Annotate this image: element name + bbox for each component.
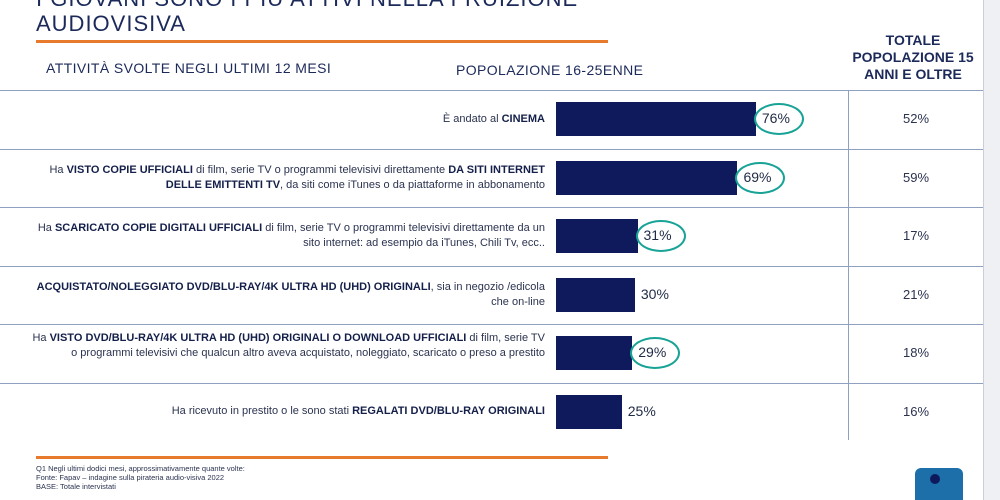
- row-label-part: Ha: [32, 331, 50, 344]
- footer-note-base: BASE: Totale intervistati: [36, 482, 116, 491]
- row-label-part: di film, serie TV o programmi televisivi…: [192, 163, 449, 176]
- row-label-part: VISTO DVD/BLU-RAY/4K ULTRA HD (UHD) ORIG…: [49, 331, 467, 344]
- footer-note-source: Fonte: Fapav – indagine sulla pirateria …: [36, 473, 225, 482]
- row-label-part: VISTO COPIE UFFICIALI: [66, 163, 193, 176]
- page-title-line1: I GIOVANI SONO I PIÙ ATTIVI NELLA FRUIZI…: [36, 0, 796, 11]
- total-value-2: 59%: [902, 169, 930, 185]
- column-header-activity: ATTIVITÀ SVOLTE NEGLI ULTIMI 12 MESI: [46, 60, 332, 76]
- bar-youth-3: [556, 219, 638, 254]
- row-label-part: SCARICATO COPIE DIGITALI UFFICIALI: [54, 222, 263, 235]
- row-divider-top: [0, 90, 983, 91]
- total-value-6: 16%: [902, 403, 930, 419]
- row-label-part: di film, serie TV o programmi televisivi…: [71, 331, 545, 359]
- footer-note-question: Q1 Negli ultimi dodici mesi, approssimat…: [36, 464, 245, 473]
- bar-youth-5: [556, 336, 633, 371]
- bar-youth-4: [556, 277, 635, 312]
- bar-youth-1: [556, 102, 756, 137]
- title-rule: [36, 40, 608, 43]
- page-title: I GIOVANI SONO I PIÙ ATTIVI NELLA FRUIZI…: [36, 0, 796, 36]
- row-label-part: ACQUISTATO/NOLEGGIATO DVD/BLU-RAY/4K ULT…: [36, 280, 431, 293]
- window-edge: [983, 0, 1000, 500]
- highlight-ring-5: [630, 337, 681, 370]
- bar-youth-2: [556, 160, 738, 195]
- column-divider: [848, 90, 849, 440]
- highlight-ring-2: [735, 161, 786, 194]
- row-label-part: CINEMA: [501, 112, 545, 125]
- total-value-3: 17%: [902, 228, 930, 244]
- total-value-5: 18%: [902, 345, 930, 361]
- highlight-ring-3: [635, 220, 686, 253]
- row-divider-5: [0, 382, 983, 384]
- row-label-3: Ha SCARICATO COPIE DIGITALI UFFICIALI di…: [25, 221, 545, 251]
- bar-youth-value-6: 25%: [627, 402, 656, 419]
- row-label-6: Ha ricevuto in prestito o le sono stati …: [25, 404, 545, 419]
- row-label-part: Ha ricevuto in prestito o le sono stati: [171, 405, 353, 418]
- bar-youth-value-4: 30%: [640, 285, 669, 302]
- row-label-part: REGALATI DVD/BLU-RAY ORIGINALI: [352, 405, 545, 418]
- total-value-1: 52%: [902, 111, 930, 127]
- row-label-4: ACQUISTATO/NOLEGGIATO DVD/BLU-RAY/4K ULT…: [25, 280, 545, 310]
- row-divider-4: [0, 324, 983, 325]
- bar-youth-6: [556, 394, 622, 429]
- highlight-ring-1: [753, 103, 804, 136]
- column-header-youth: POPOLAZIONE 16-25ENNE: [456, 62, 644, 78]
- page-title-line2: AUDIOVISIVA: [36, 11, 186, 36]
- row-label-5: Ha VISTO DVD/BLU-RAY/4K ULTRA HD (UHD) O…: [25, 331, 545, 361]
- column-header-total: TOTALE POPOLAZIONE 15 ANNI E OLTRE: [852, 32, 974, 82]
- row-label-part: di film, serie TV o programmi televisivi…: [262, 222, 545, 250]
- row-divider-3: [0, 265, 983, 267]
- row-divider-1: [0, 148, 983, 150]
- row-label-2: Ha VISTO COPIE UFFICIALI di film, serie …: [25, 163, 545, 193]
- row-label-part: DA SITI INTERNET DELLE EMITTENTI TV: [165, 163, 545, 191]
- total-value-4: 21%: [902, 286, 930, 302]
- row-label-part: È andato al: [442, 112, 502, 125]
- row-label-1: È andato al CINEMA: [25, 112, 545, 127]
- company-logo-icon: [915, 468, 963, 500]
- row-label-part: Ha: [37, 222, 55, 235]
- footer-rule: [36, 456, 608, 459]
- row-label-part: Ha: [49, 163, 67, 176]
- row-divider-2: [0, 207, 983, 208]
- row-label-part: , da siti come iTunes o da piattaforme i…: [280, 178, 545, 191]
- company-logo-dot: [930, 474, 940, 484]
- row-label-part: , sia in negozio /edicola che on-line: [430, 280, 545, 308]
